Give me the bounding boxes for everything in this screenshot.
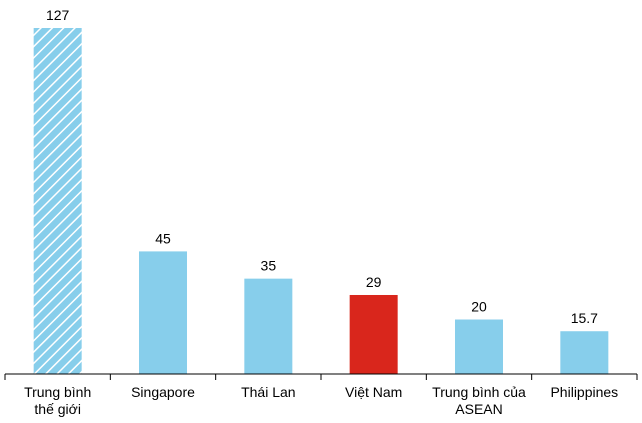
x-tick-label: Trung bình của ASEAN <box>432 384 526 417</box>
data-label: 127 <box>46 7 70 23</box>
data-label: 29 <box>366 274 382 290</box>
data-label: 20 <box>471 299 487 315</box>
x-tick-label: Thái Lan <box>241 384 295 400</box>
data-label: 15.7 <box>571 310 598 326</box>
bar <box>33 28 82 374</box>
x-tick-label: Việt Nam <box>345 384 402 400</box>
x-tick-label: Singapore <box>131 384 195 400</box>
data-label: 35 <box>261 258 277 274</box>
x-tick-label: Trung bình thế giới <box>24 384 91 417</box>
bar <box>244 278 293 374</box>
data-label: 45 <box>155 230 171 246</box>
bar <box>560 331 609 374</box>
x-tick-label: Philippines <box>550 384 618 400</box>
bar <box>349 294 398 374</box>
bar <box>455 319 503 374</box>
bar <box>139 251 187 374</box>
